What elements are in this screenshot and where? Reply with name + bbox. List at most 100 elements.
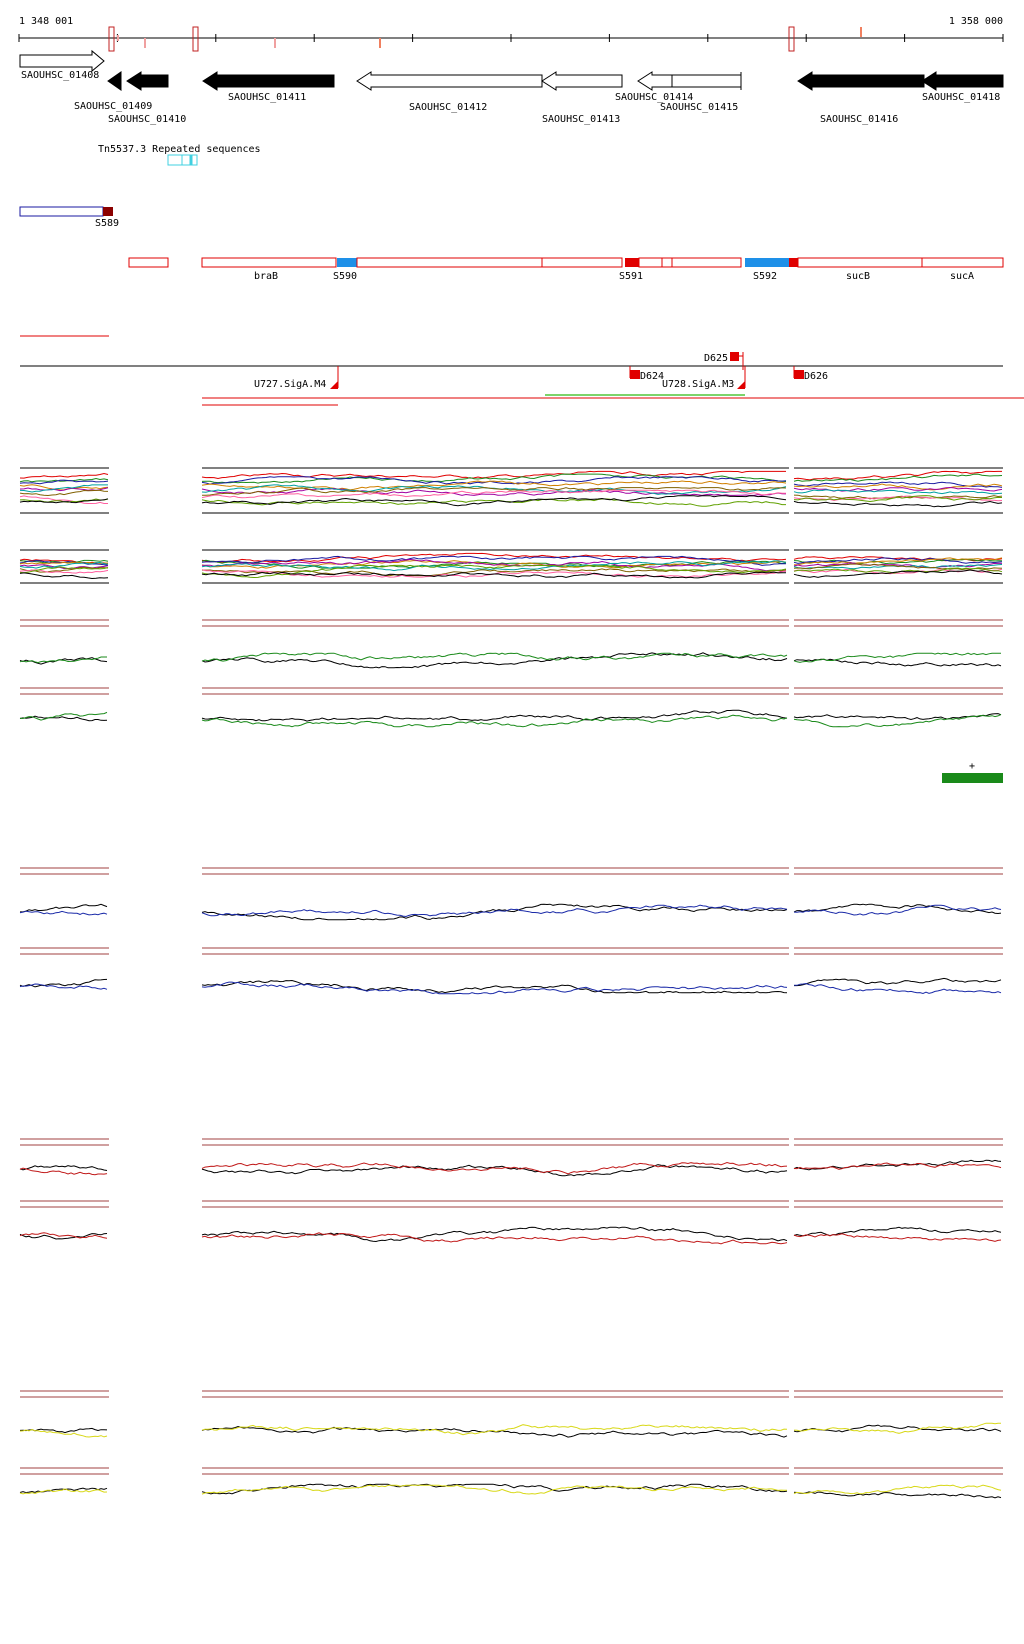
profile-line[interactable]: [19, 711, 108, 721]
segment-box[interactable]: [921, 257, 1004, 268]
profile-line[interactable]: [793, 652, 1001, 663]
profile-line[interactable]: [793, 1424, 1002, 1433]
profile-line[interactable]: [201, 571, 786, 579]
profile-line[interactable]: [793, 563, 1003, 571]
segment-box[interactable]: [103, 207, 113, 216]
profile-line[interactable]: [20, 903, 108, 913]
profile-line[interactable]: [201, 904, 788, 918]
profile-line[interactable]: [201, 1484, 787, 1495]
profile-line[interactable]: [19, 657, 108, 665]
segment-box[interactable]: [789, 258, 798, 267]
profile-line[interactable]: [19, 983, 108, 990]
feature-box[interactable]: [630, 370, 640, 379]
profile-line[interactable]: [793, 713, 1002, 721]
segment-box[interactable]: [201, 257, 337, 268]
gene-arrow-saouhsc-01412[interactable]: [356, 71, 543, 91]
profile-line[interactable]: [19, 1429, 108, 1438]
profile-line[interactable]: [793, 500, 1003, 508]
promoter-marker[interactable]: [330, 381, 338, 389]
profile-line[interactable]: [201, 487, 787, 496]
segment-box[interactable]: [625, 258, 639, 267]
profile-line[interactable]: [793, 904, 1002, 916]
profile-line[interactable]: [201, 555, 787, 566]
profile-line[interactable]: [19, 472, 109, 479]
gene-arrow-saouhsc-01414[interactable]: [637, 71, 675, 91]
ruler-marker[interactable]: [192, 26, 199, 52]
profile-line[interactable]: [793, 495, 1003, 503]
profile-line[interactable]: [793, 1422, 1001, 1434]
profile-line[interactable]: [201, 709, 788, 722]
profile-line[interactable]: [793, 982, 1002, 995]
profile-line[interactable]: [793, 562, 1002, 569]
profile-line[interactable]: [201, 498, 786, 507]
profile-line[interactable]: [19, 572, 109, 580]
profile-line[interactable]: [19, 479, 109, 485]
profile-line[interactable]: [19, 489, 109, 497]
strand-marker-bar[interactable]: [942, 773, 1003, 783]
segment-box[interactable]: [671, 257, 742, 268]
profile-line[interactable]: [202, 487, 787, 496]
profile-line[interactable]: [201, 714, 788, 728]
ruler-marker[interactable]: [144, 38, 146, 48]
gene-arrow-saouhsc-01418[interactable]: [921, 71, 1004, 91]
profile-line[interactable]: [19, 477, 109, 483]
profile-line[interactable]: [201, 652, 788, 662]
profile-line[interactable]: [201, 564, 787, 579]
profile-line[interactable]: [793, 470, 1002, 481]
profile-line[interactable]: [793, 1226, 1002, 1237]
segment-box[interactable]: [797, 257, 923, 268]
profile-line[interactable]: [19, 1165, 108, 1171]
profile-line[interactable]: [201, 1424, 788, 1436]
profile-line[interactable]: [793, 714, 1002, 728]
profile-line[interactable]: [19, 978, 108, 988]
profile-line[interactable]: [201, 903, 788, 921]
segment-box[interactable]: [638, 257, 663, 268]
profile-line[interactable]: [201, 1164, 788, 1177]
profile-line[interactable]: [201, 476, 787, 485]
profile-line[interactable]: [19, 487, 109, 492]
ruler-marker[interactable]: [274, 38, 276, 48]
promoter-marker[interactable]: [737, 381, 745, 389]
segment-box[interactable]: [356, 257, 543, 268]
profile-line[interactable]: [201, 1232, 788, 1245]
profile-line[interactable]: [201, 1161, 788, 1175]
profile-line[interactable]: [201, 558, 787, 572]
profile-line[interactable]: [19, 1232, 108, 1239]
profile-line[interactable]: [201, 489, 787, 499]
ruler-marker[interactable]: [108, 26, 115, 52]
segment-box[interactable]: [19, 206, 104, 217]
profile-line[interactable]: [19, 1167, 108, 1176]
ruler-marker[interactable]: [379, 38, 381, 48]
segment-box[interactable]: [745, 258, 789, 267]
repeat-box[interactable]: [181, 154, 193, 166]
gene-arrow-saouhsc-01413[interactable]: [541, 71, 623, 91]
profile-line[interactable]: [19, 495, 108, 504]
profile-line[interactable]: [793, 489, 1003, 495]
ruler-marker[interactable]: [860, 27, 862, 37]
ruler-marker[interactable]: [788, 26, 795, 52]
feature-box[interactable]: [794, 370, 804, 379]
profile-line[interactable]: [793, 557, 1003, 564]
profile-line[interactable]: [19, 498, 109, 504]
segment-box[interactable]: [541, 257, 623, 268]
profile-line[interactable]: [201, 979, 788, 994]
segment-box[interactable]: [661, 257, 673, 268]
profile-line[interactable]: [19, 566, 109, 574]
profile-line[interactable]: [793, 569, 1003, 578]
repeat-box[interactable]: [167, 154, 191, 166]
gene-arrow-saouhsc-01410[interactable]: [126, 71, 169, 91]
ruler-marker[interactable]: [117, 35, 119, 41]
profile-line[interactable]: [793, 658, 1002, 667]
profile-line[interactable]: [793, 903, 1002, 915]
repeat-box[interactable]: [190, 154, 198, 166]
profile-line[interactable]: [793, 486, 1003, 492]
gene-arrow-saouhsc-01409[interactable]: [107, 71, 122, 91]
gene-arrow-saouhsc-01411[interactable]: [202, 71, 335, 91]
profile-line[interactable]: [19, 910, 108, 916]
feature-box[interactable]: [730, 352, 739, 361]
profile-line[interactable]: [19, 484, 108, 493]
gene-arrow-saouhsc-01415[interactable]: [671, 72, 742, 90]
profile-line[interactable]: [201, 559, 787, 569]
profile-line[interactable]: [793, 1233, 1002, 1242]
profile-line[interactable]: [793, 1484, 1002, 1495]
